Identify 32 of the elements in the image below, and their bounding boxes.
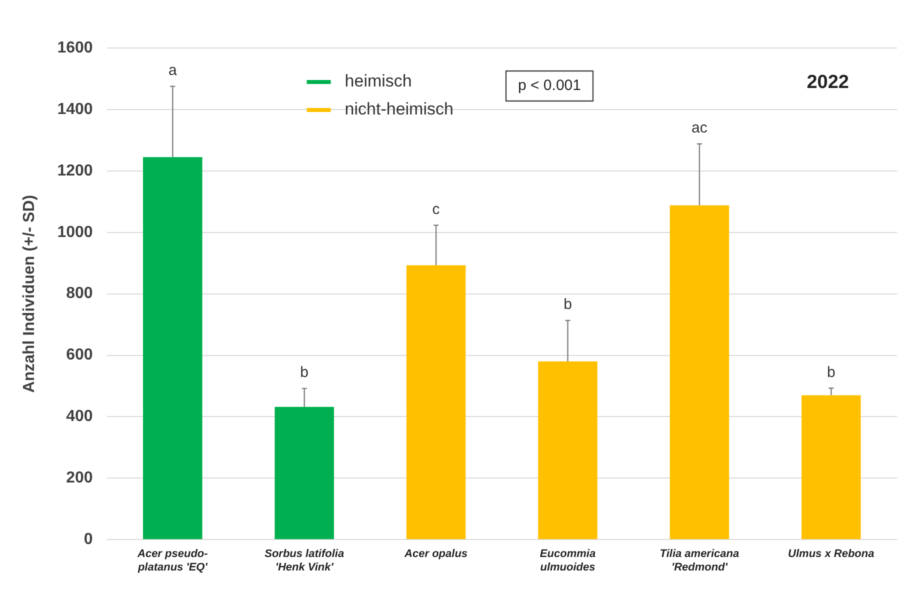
bar <box>802 395 861 540</box>
y-tick-label: 200 <box>66 470 93 487</box>
y-tick-label: 0 <box>84 531 93 548</box>
legend-label: nicht-heimisch <box>344 100 454 119</box>
x-tick-label: Acer pseudo-platanus 'EQ' <box>136 548 208 574</box>
x-tick-label: Tilia americana 'Redmond' <box>660 548 740 574</box>
y-tick-label: 400 <box>66 408 93 426</box>
y-tick-label: 1200 <box>57 162 93 180</box>
x-tick-label: Acer opalus <box>404 548 468 560</box>
x-tick-label: Ulmus x Rebona <box>788 548 874 560</box>
y-tick-label: 800 <box>66 285 93 302</box>
y-tick-label: 1600 <box>57 39 93 56</box>
bar <box>274 406 334 540</box>
x-tick-label: Sorbus latifolia 'Henk Vink' <box>264 548 344 574</box>
annotation: ac <box>692 120 708 137</box>
y-tick-label: 1400 <box>57 100 93 118</box>
bar <box>670 205 730 540</box>
annotation: b <box>300 364 309 382</box>
y-tick-label: 1000 <box>57 224 93 241</box>
annotation: a <box>168 62 178 80</box>
annotation: c <box>432 200 440 218</box>
legend-label: heimisch <box>344 72 412 91</box>
annotation: b <box>564 296 572 314</box>
y-tick-label: 600 <box>66 346 93 364</box>
x-tick-label: Eucommia ulmuoides <box>540 548 596 574</box>
bar <box>538 361 598 540</box>
annotation: b <box>826 364 836 381</box>
annotation: p < 0.001 <box>518 77 581 94</box>
y-axis-title: Anzahl Individuen (+/- SD) <box>21 194 38 393</box>
annotation: 2022 <box>806 72 849 94</box>
bar <box>143 157 202 540</box>
bar <box>406 265 466 540</box>
